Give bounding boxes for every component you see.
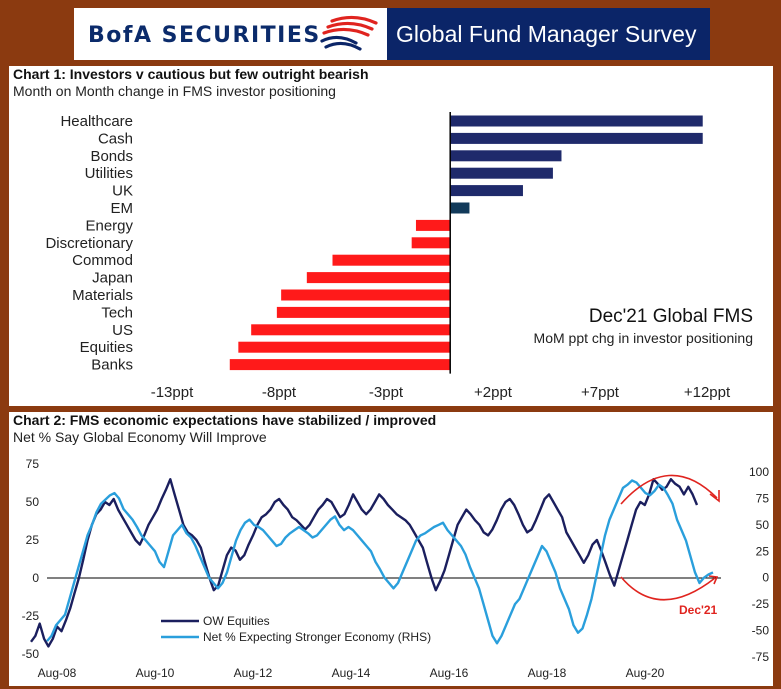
x-tick-label: -13ppt — [151, 384, 194, 401]
chart2-subtitle: Net % Say Global Economy Will Improve — [13, 429, 267, 445]
right-tick-label: -25 — [752, 597, 770, 611]
category-label-bonds: Bonds — [90, 148, 133, 165]
bar-healthcare — [450, 115, 703, 127]
right-tick-label: 100 — [749, 465, 769, 479]
chart1-annotation-title: Dec'21 Global FMS — [589, 306, 753, 327]
right-tick-label: 0 — [762, 571, 769, 585]
chart2-x-ticks: Aug-08 Aug-10 Aug-12 Aug-14 Aug-16 Aug-18 Aug-… — [38, 666, 665, 680]
chart2-title: Chart 2: FMS economic expectations have … — [13, 412, 437, 428]
x-tick-label: Aug-14 — [332, 666, 371, 680]
category-label-healthcare: Healthcare — [60, 113, 133, 130]
bar-tech — [276, 306, 451, 318]
x-tick-label: Aug-10 — [136, 666, 175, 680]
legend-label-ow-equities: OW Equities — [203, 614, 270, 628]
x-tick-label: Aug-16 — [430, 666, 469, 680]
category-label-discretionary: Discretionary — [45, 235, 133, 252]
bar-us — [251, 324, 451, 336]
category-label-em: EM — [111, 200, 134, 217]
chart2-left-ticks: -50 -25 0 25 50 75 — [22, 457, 40, 661]
right-tick-label: 50 — [756, 518, 770, 532]
falling-arrowhead — [708, 575, 719, 585]
chart1-annotation-sub: MoM ppt chg in investor positioning — [534, 330, 753, 346]
category-label-japan: Japan — [92, 270, 133, 287]
bar-banks — [229, 359, 451, 371]
chart1-bars — [229, 115, 703, 371]
left-tick-label: -25 — [22, 609, 40, 623]
x-tick-label: +2ppt — [474, 384, 513, 401]
bar-commod — [332, 254, 451, 266]
category-label-uk: UK — [112, 183, 133, 200]
bar-materials — [281, 289, 451, 301]
x-tick-label: -8ppt — [262, 384, 297, 401]
category-label-us: US — [112, 322, 133, 339]
legend-label-net-stronger: Net % Expecting Stronger Economy (RHS) — [203, 630, 431, 644]
chart2-svg: -50 -25 0 25 50 75 -75 -50 -25 0 25 50 75 100 Aug-08… — [22, 457, 770, 680]
category-label-materials: Materials — [72, 287, 133, 304]
bar-discretionary — [411, 237, 451, 249]
category-label-equities: Equities — [80, 339, 133, 356]
rising-arrowhead — [709, 490, 720, 503]
chart2-legend: OW Equities Net % Expecting Stronger Eco… — [161, 614, 431, 644]
right-tick-label: 75 — [756, 491, 770, 505]
left-tick-label: 50 — [26, 495, 40, 509]
survey-title: Global Fund Manager Survey — [387, 8, 710, 60]
left-tick-label: 0 — [32, 571, 39, 585]
brand-name: BofA SECURITIES — [88, 23, 321, 48]
line-net-stronger-economy — [46, 479, 714, 645]
x-tick-label: -3ppt — [369, 384, 404, 401]
chart2-panel: -50 -25 0 25 50 75 -75 -50 -25 0 25 50 75 100 Aug-08… — [9, 412, 773, 686]
category-label-banks: Banks — [91, 357, 133, 374]
bar-bonds — [450, 150, 562, 162]
bar-equities — [238, 341, 451, 353]
bar-uk — [450, 185, 523, 197]
bar-utilities — [450, 167, 553, 179]
line-ow-equities — [30, 478, 699, 648]
x-tick-label: Aug-12 — [234, 666, 273, 680]
chart1-tick-labels: -13ppt -8ppt -3ppt +2ppt +7ppt +12ppt — [151, 384, 731, 401]
category-label-cash: Cash — [98, 130, 133, 147]
left-tick-label: 25 — [26, 533, 40, 547]
right-tick-label: -75 — [752, 650, 770, 664]
left-tick-label: 75 — [26, 457, 40, 471]
category-label-utilities: Utilities — [85, 165, 133, 182]
rising-arrow-curve — [620, 474, 718, 505]
bar-cash — [450, 132, 703, 144]
right-tick-label: 25 — [756, 544, 770, 558]
x-tick-label: Aug-18 — [528, 666, 567, 680]
x-tick-label: Aug-08 — [38, 666, 77, 680]
bofa-flag-logo — [320, 15, 378, 51]
chart1-svg: HealthcareCashBondsUtilitiesUKEMEnergyDi… — [45, 112, 753, 401]
x-tick-label: +12ppt — [684, 384, 731, 401]
category-label-energy: Energy — [85, 217, 133, 234]
falling-arrow-curve — [620, 576, 716, 601]
chart1-category-labels: HealthcareCashBondsUtilitiesUKEMEnergyDi… — [45, 113, 133, 374]
category-label-commod: Commod — [72, 252, 133, 269]
x-tick-label: +7ppt — [581, 384, 620, 401]
chart1-subtitle: Month on Month change in FMS investor po… — [13, 83, 336, 99]
chart1-panel: Healthcare Cash Bonds Utilities UK EM Energy Di… — [9, 66, 773, 406]
x-tick-label: Aug-20 — [626, 666, 665, 680]
right-tick-label: -50 — [752, 624, 770, 638]
bar-japan — [306, 272, 451, 284]
chart1-title: Chart 1: Investors v cautious but few ou… — [13, 66, 369, 82]
chart2-annotation-arrows — [620, 474, 720, 601]
bar-energy — [415, 219, 451, 231]
bar-em — [450, 202, 470, 214]
header-banner: BofA SECURITIES Global Fund Manager Surv… — [74, 8, 710, 60]
chart2-right-ticks: -75 -50 -25 0 25 50 75 100 — [749, 465, 769, 664]
left-tick-label: -50 — [22, 647, 40, 661]
chart2-lines — [30, 478, 714, 648]
chart2-dec21-label: Dec'21 — [679, 603, 718, 617]
category-label-tech: Tech — [101, 304, 133, 321]
